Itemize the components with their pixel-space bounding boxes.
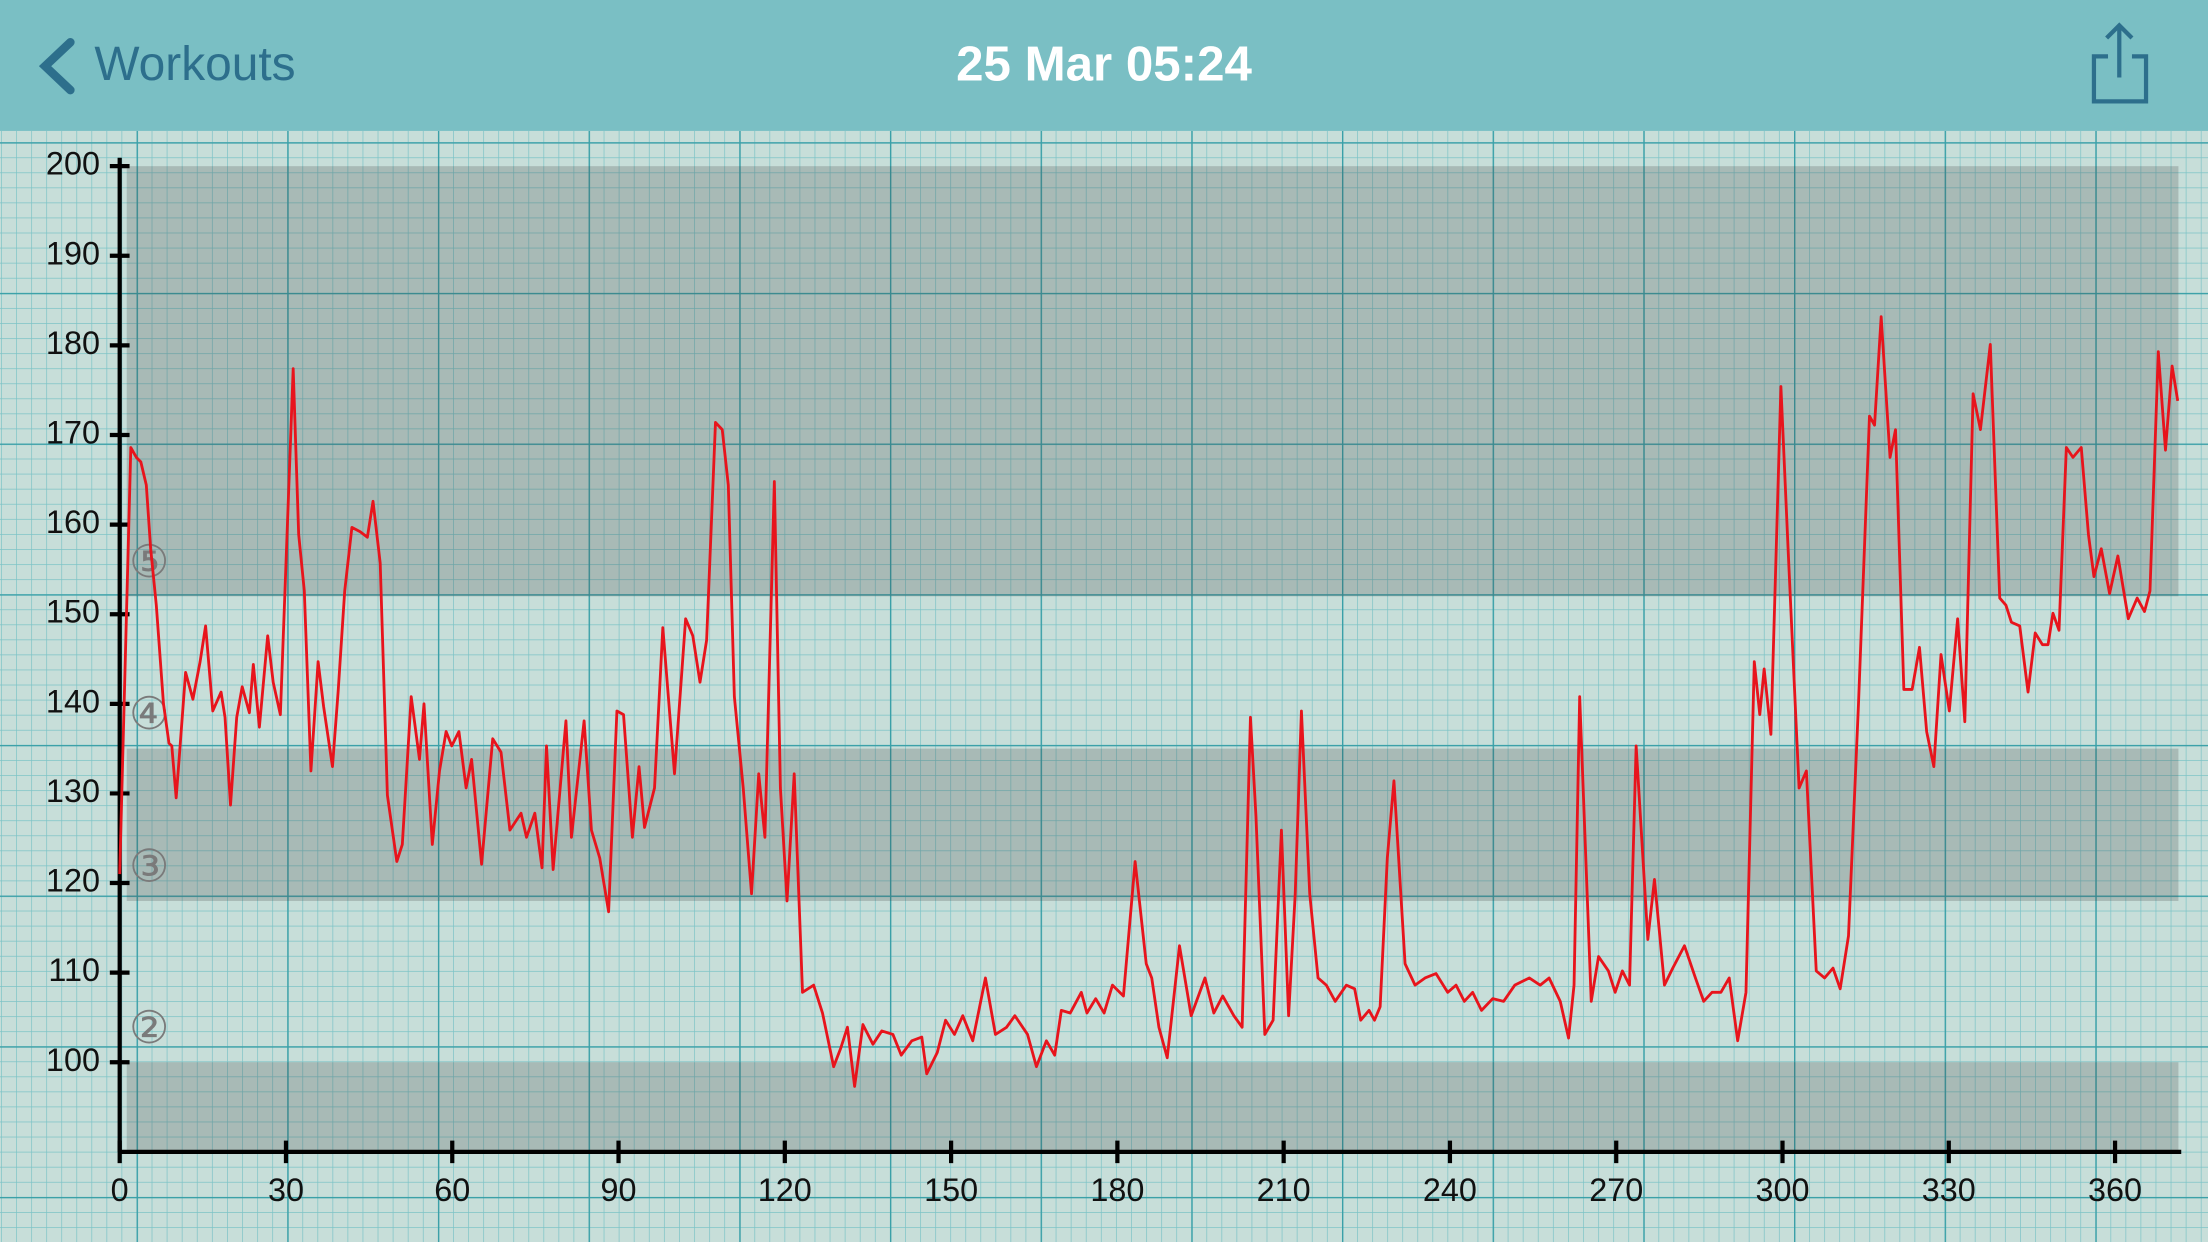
- nav-title: 25 Mar 05:24: [956, 37, 1252, 92]
- y-tick-label: 100: [46, 1042, 100, 1078]
- x-tick-label: 180: [1090, 1172, 1144, 1208]
- y-tick-label: 160: [46, 504, 100, 540]
- y-tick-label: 140: [46, 683, 100, 719]
- back-chevron[interactable]: [38, 38, 75, 95]
- x-tick-label: 90: [601, 1172, 637, 1208]
- y-tick-label: 150: [46, 594, 100, 630]
- x-tick-label: 0: [111, 1172, 129, 1208]
- x-tick-label: 330: [1922, 1172, 1976, 1208]
- y-tick-label: 170: [46, 415, 100, 451]
- x-tick-label: 360: [2088, 1172, 2142, 1208]
- y-tick-label: 110: [48, 952, 100, 988]
- y-tick-label: 180: [46, 325, 100, 361]
- x-tick-label: 240: [1423, 1172, 1477, 1208]
- x-tick-label: 60: [434, 1172, 470, 1208]
- zone-label: ②: [129, 1002, 169, 1053]
- y-tick-label: 200: [46, 146, 100, 182]
- heart-rate-line: [118, 315, 2180, 1088]
- zone-label: ③: [129, 841, 169, 892]
- y-tick-label: 190: [46, 235, 100, 271]
- x-tick-label: 300: [1755, 1172, 1809, 1208]
- x-tick-label: 30: [268, 1172, 304, 1208]
- x-tick-label: 270: [1589, 1172, 1643, 1208]
- zone-band: [126, 1062, 2179, 1152]
- nav-bar: [0, 0, 2208, 131]
- y-tick-label: 130: [46, 773, 100, 809]
- y-tick-label: 120: [46, 863, 100, 899]
- x-tick-label: 120: [758, 1172, 812, 1208]
- x-tick-label: 210: [1257, 1172, 1311, 1208]
- back-button[interactable]: Workouts: [94, 38, 295, 91]
- paper-grid-major: [0, 130, 2208, 1242]
- zone-band: [126, 166, 2179, 597]
- x-tick-label: 150: [924, 1172, 978, 1208]
- share-button[interactable]: [2091, 22, 2149, 104]
